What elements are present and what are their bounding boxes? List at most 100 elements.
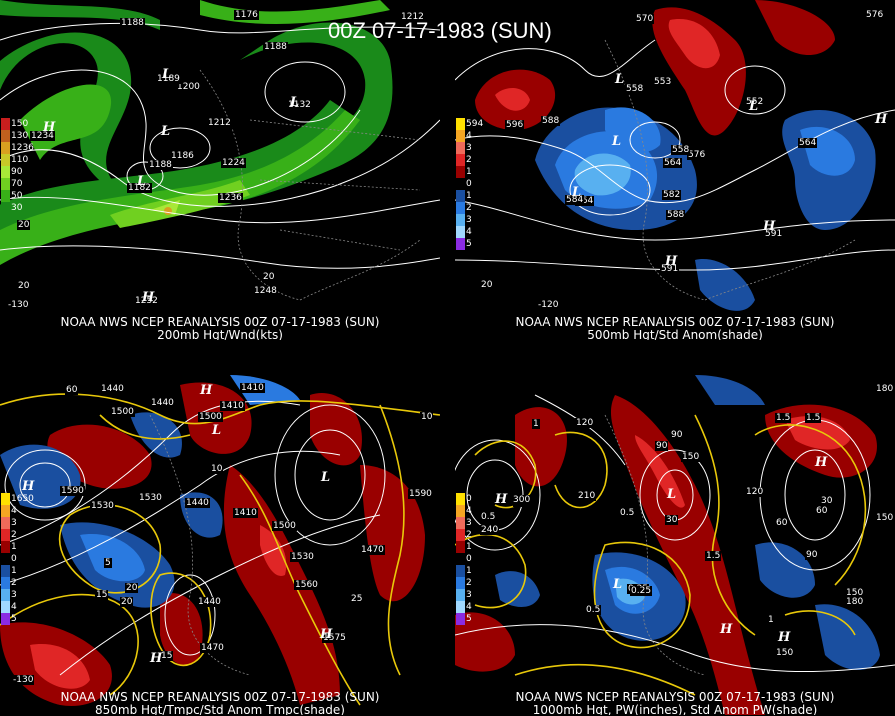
map-200mb [0, 0, 440, 340]
contour-label: 552 [745, 97, 765, 107]
legend-label: 3 [466, 215, 472, 225]
contour-label: 564 [798, 138, 818, 148]
contour-label: 90 [655, 441, 669, 451]
high-pressure-center: H [43, 120, 56, 135]
legend-swatch [1, 589, 10, 601]
legend-label: 1 [466, 191, 472, 201]
contour-label: 1182 [127, 183, 152, 193]
contour-label: 0.5 [585, 605, 602, 615]
contour-label: 90 [805, 550, 819, 560]
legend-label: 0 [466, 179, 472, 189]
contour-label: 1410 [220, 401, 245, 411]
legend-label: 1 [466, 566, 472, 576]
legend-label: 2 [466, 203, 472, 213]
legend-label: 5 [466, 239, 472, 249]
high-pressure-center: H [200, 383, 213, 398]
contour-label: 1.5 [775, 413, 792, 423]
legend-label: 3 [11, 518, 17, 528]
contour-label: 0.5 [619, 508, 636, 518]
contour-label: 20 [17, 220, 31, 230]
contour-label: 60 [65, 385, 79, 395]
contour-label: 10 [420, 412, 434, 422]
legend-label: 2 [11, 530, 17, 540]
contour-label: -130 [12, 675, 35, 685]
contour-label: 591 [660, 264, 680, 274]
main-title: 00Z 07-17-1983 (SUN) [328, 18, 552, 43]
low-pressure-center: L [161, 124, 171, 139]
legend-label: 2 [11, 578, 17, 588]
contour-label: 1500 [198, 412, 223, 422]
legend-label: 2 [466, 530, 472, 540]
contour-label: 596 [505, 120, 525, 130]
panel-1000mb-title: NOAA NWS NCEP REANALYSIS 00Z 07-17-1983 … [515, 690, 835, 704]
contour-label: 150 [875, 513, 895, 523]
panel-200mb-subtitle: 200mb Hgt/Wnd(kts) [157, 328, 283, 341]
legend-label: 110 [11, 155, 29, 165]
legend-label: 0 [466, 494, 472, 504]
low-pressure-center: L [749, 99, 759, 114]
legend-swatch [456, 541, 465, 553]
legend-label: 130 [11, 131, 29, 141]
contour-label: 15 [95, 590, 109, 600]
contour-label: 1410 [233, 508, 258, 518]
contour-label: 558 [625, 84, 645, 94]
legend-label: 0 [466, 554, 472, 564]
legend-swatch [1, 505, 10, 517]
contour-label: 588 [666, 210, 686, 220]
contour-label: 1530 [138, 493, 163, 503]
contour-label: 25 [350, 594, 364, 604]
contour-label: 1200 [176, 82, 201, 92]
contour-label: 180 [875, 384, 895, 394]
legend-label: 594 [466, 119, 484, 129]
legend-200mb: 150 130 1236 110 90 70 50 30 [1, 118, 34, 214]
contour-label: 180 [845, 597, 865, 607]
contour-label: 1132 [287, 100, 312, 110]
contour-label: 558 [671, 145, 691, 155]
contour-label: 20 [125, 583, 139, 593]
contour-label: 1248 [253, 286, 278, 296]
contour-label: 1530 [290, 552, 315, 562]
legend-label: 4 [466, 131, 472, 141]
contour-label: 1.5 [805, 413, 822, 423]
legend-swatch [1, 166, 10, 178]
contour-label: 582 [662, 190, 682, 200]
legend-swatch [456, 529, 465, 541]
low-pressure-center: L [612, 134, 622, 149]
legend-swatch [1, 118, 10, 130]
contour-label: 1236 [218, 193, 243, 203]
legend-label: 0 [11, 554, 17, 564]
contour-label: 20 [262, 272, 276, 282]
contour-label: 553 [653, 77, 673, 87]
legend-label: 5 [466, 614, 472, 624]
contour-label: 1189 [156, 74, 181, 84]
legend-swatch [456, 178, 465, 190]
map-500mb [455, 0, 895, 340]
legend-swatch [1, 553, 10, 565]
low-pressure-center: L [290, 95, 300, 110]
contour-label: 1188 [120, 18, 145, 28]
contour-label: 120 [575, 418, 595, 428]
contour-label: 150 [845, 588, 865, 598]
legend-swatch [456, 166, 465, 178]
legend-swatch [456, 613, 465, 625]
legend-swatch [456, 154, 465, 166]
legend-swatch [1, 202, 10, 214]
high-pressure-center: H [778, 630, 791, 645]
legend-swatch [456, 601, 465, 613]
contour-label: 1176 [234, 10, 259, 20]
panel-200mb: NOAA NWS NCEP REANALYSIS 00Z 07-17-1983 … [0, 0, 440, 340]
contour-label: 584 [565, 195, 585, 205]
legend-label: 3 [466, 590, 472, 600]
legend-swatch [456, 577, 465, 589]
legend-850mb: 1650 4 3 2 1 0 1 2 3 4 5 [1, 493, 34, 625]
contour-label: 210 [577, 491, 597, 501]
contour-label: -130 [7, 300, 30, 310]
contour-label: 1530 [90, 501, 115, 511]
contour-label: 10 [210, 464, 224, 474]
contour-label: 1252 [134, 296, 159, 306]
high-pressure-center: H [320, 627, 333, 642]
contour-label: 1440 [150, 398, 175, 408]
contour-label: 1234 [30, 131, 55, 141]
low-pressure-center: L [572, 185, 582, 200]
contour-label: 90 [670, 430, 684, 440]
